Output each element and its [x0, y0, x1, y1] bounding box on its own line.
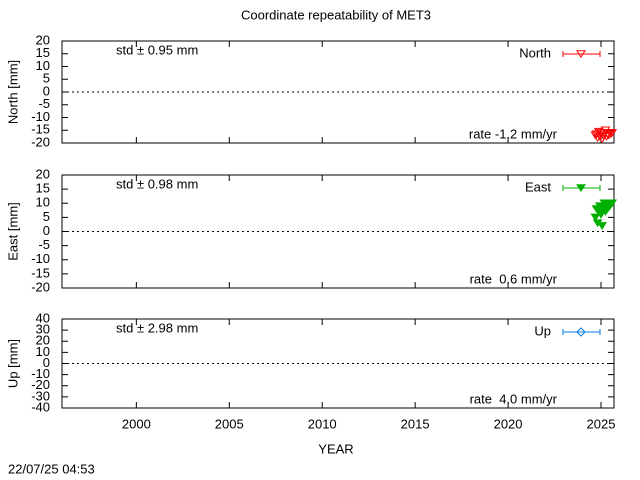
x-tick-label: 2015: [401, 416, 430, 431]
rate-annotation: rate 4.0 mm/yr: [470, 391, 558, 406]
std-annotation: std ± 0.95 mm: [116, 42, 198, 57]
point: [596, 210, 606, 219]
y-tick-label: 0: [43, 83, 50, 98]
rate-annotation: rate -1.2 mm/yr: [469, 126, 558, 141]
y-tick-label: 15: [36, 45, 50, 60]
y-tick-label: -20: [31, 134, 50, 149]
y-tick-label: -20: [31, 279, 50, 294]
y-axis-label: East [mm]: [5, 202, 20, 261]
y-axis-label: Up [mm]: [5, 339, 20, 388]
legend-marker: [576, 50, 586, 59]
y-tick-label: -10: [31, 251, 50, 266]
y-tick-label: 10: [36, 195, 50, 210]
legend-label: North: [519, 45, 551, 60]
y-tick-label: 20: [36, 32, 50, 47]
point: [590, 213, 601, 222]
x-tick-label: 2020: [494, 416, 523, 431]
x-axis-label: YEAR: [318, 441, 353, 456]
y-tick-label: -10: [31, 366, 50, 381]
legend-marker: [576, 327, 586, 337]
y-tick-label: -20: [31, 377, 50, 392]
point: [593, 127, 604, 136]
x-tick-label: 2010: [308, 416, 337, 431]
point: [607, 199, 618, 208]
point: [607, 129, 618, 137]
x-tick-label: 2000: [122, 416, 151, 431]
y-tick-label: 0: [43, 355, 50, 370]
timestamp: 22/07/25 04:53: [8, 461, 95, 476]
point: [597, 222, 608, 230]
y-tick-label: 5: [43, 209, 50, 224]
std-annotation: std ± 0.98 mm: [116, 176, 198, 191]
y-tick-label: 5: [43, 71, 50, 86]
legend-marker: [576, 184, 586, 193]
y-tick-label: -15: [31, 122, 50, 137]
y-tick-label: -15: [31, 265, 50, 280]
point: [600, 126, 611, 135]
std-annotation: std ± 2.98 mm: [116, 320, 198, 335]
y-tick-label: 40: [36, 310, 50, 325]
y-tick-label: 10: [36, 58, 50, 73]
rate-annotation: rate 0.6 mm/yr: [470, 271, 558, 286]
y-tick-label: -40: [31, 399, 50, 414]
y-tick-label: -5: [38, 96, 50, 111]
y-tick-label: 30: [36, 322, 50, 337]
y-tick-label: -10: [31, 109, 50, 124]
y-tick-label: -30: [31, 388, 50, 403]
y-axis-label: North [mm]: [5, 60, 20, 124]
legend-label: East: [525, 179, 551, 194]
y-tick-label: 20: [36, 333, 50, 348]
legend-label: Up: [534, 323, 551, 338]
y-tick-label: 10: [36, 344, 50, 359]
y-tick-label: -5: [38, 237, 50, 252]
x-tick-label: 2025: [587, 416, 616, 431]
x-tick-label: 2005: [215, 416, 244, 431]
chart-title: Coordinate repeatability of MET3: [241, 7, 431, 22]
y-tick-label: 15: [36, 181, 50, 196]
y-tick-label: 0: [43, 223, 50, 238]
y-tick-label: 20: [36, 166, 50, 181]
